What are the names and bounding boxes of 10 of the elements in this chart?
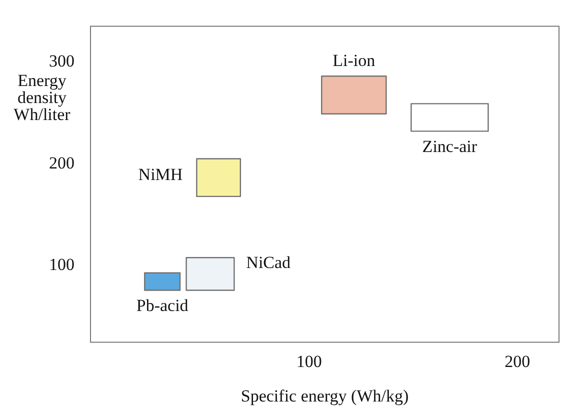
series-label: NiMH	[138, 165, 183, 184]
series-label: Li-ion	[332, 51, 376, 70]
series-label: Pb-acid	[136, 296, 189, 316]
y-axis-title: Energy density Wh/liter	[0, 71, 84, 124]
y-tick-label: 100	[49, 255, 74, 274]
y-tick-label: 200	[49, 153, 74, 172]
series-label: NiCad	[246, 253, 292, 272]
x-axis-title: Specific energy (Wh/kg)	[240, 386, 409, 406]
y-tick-label: 300	[49, 51, 74, 70]
series-label: Zinc-air	[422, 137, 478, 156]
